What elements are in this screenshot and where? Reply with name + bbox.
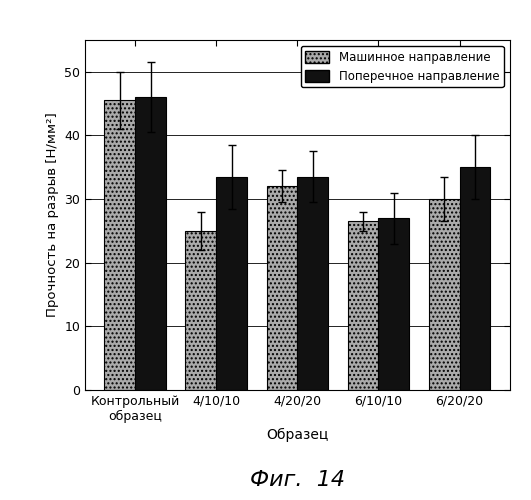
- Bar: [379, 218, 409, 390]
- Bar: [297, 177, 328, 390]
- Text: Фиг.  14: Фиг. 14: [250, 470, 345, 490]
- Bar: [216, 177, 247, 390]
- Bar: [104, 100, 135, 390]
- Bar: [460, 168, 491, 390]
- Bar: [135, 98, 166, 390]
- Y-axis label: Прочность на разрыв [Н/мм²]: Прочность на разрыв [Н/мм²]: [46, 112, 58, 318]
- Bar: [185, 231, 216, 390]
- Bar: [348, 222, 379, 390]
- Bar: [429, 199, 460, 390]
- Bar: [267, 186, 297, 390]
- Legend: Машинное направление, Поперечное направление: Машинное направление, Поперечное направл…: [301, 46, 504, 88]
- Text: Образец: Образец: [266, 428, 329, 442]
